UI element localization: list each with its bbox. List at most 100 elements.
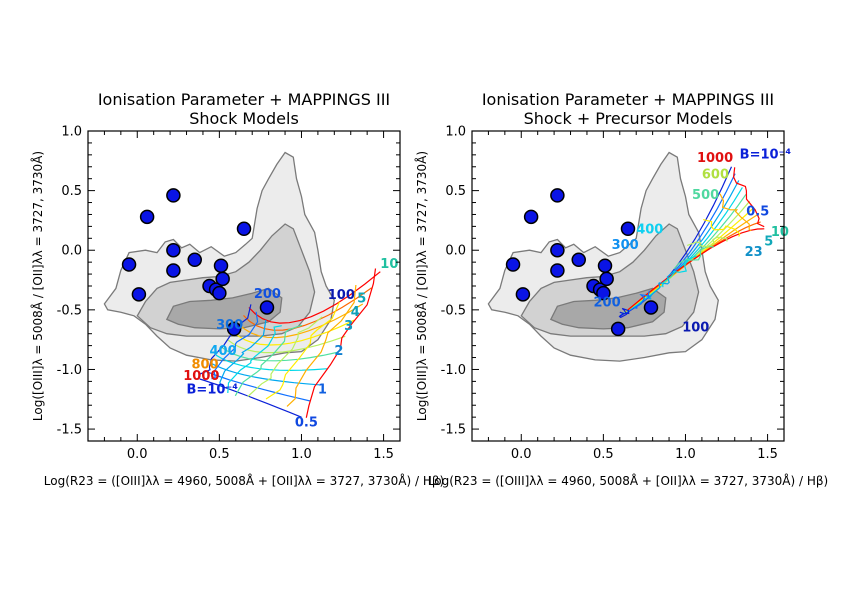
model-label: 2	[334, 344, 343, 359]
y-tick-label: 0.5	[61, 184, 82, 199]
chart-title: Shock Models	[189, 109, 299, 128]
model-track	[232, 319, 355, 346]
data-point	[215, 271, 230, 287]
data-point	[515, 287, 531, 302]
plot-area	[487, 151, 765, 362]
y-tick-label: -1.0	[441, 363, 466, 378]
data-point	[166, 263, 181, 278]
model-label: 300	[216, 318, 243, 333]
model-label: 100	[328, 288, 355, 303]
model-label: 200	[594, 295, 621, 310]
x-axis-label: Log(R23 = ([OIII]λλ = 4960, 5008Å + [OII…	[44, 473, 444, 488]
data-point	[213, 258, 229, 273]
model-label: 1	[318, 382, 327, 397]
data-point	[166, 188, 181, 203]
y-tick-label: 0.0	[445, 244, 466, 259]
data-point	[523, 209, 539, 225]
ticks	[88, 130, 401, 442]
model-grid	[618, 166, 765, 319]
model-isovelocity	[719, 193, 752, 232]
model-isovelocity	[219, 319, 267, 387]
density-contour-inner	[165, 287, 283, 330]
model-track	[237, 303, 364, 339]
model-label: 400	[210, 344, 237, 359]
y-tick-label: -0.5	[57, 303, 82, 318]
model-isovelocity	[265, 301, 341, 400]
y-tick-label: -1.5	[57, 423, 82, 438]
data-point	[131, 287, 147, 302]
model-label: 300	[612, 238, 639, 253]
model-isovelocity	[673, 245, 714, 270]
data-point	[236, 221, 252, 237]
ticks	[472, 130, 785, 442]
model-label: 10	[380, 257, 398, 272]
model-isovelocity	[618, 307, 630, 319]
model-label: 1000	[183, 369, 219, 384]
model-label: 23	[745, 245, 763, 260]
model-track	[248, 271, 381, 324]
y-tick-label: -1.0	[57, 363, 82, 378]
y-tick-label: 0.0	[61, 244, 82, 259]
data-point	[620, 221, 636, 237]
y-axis-label: Log([OIII]λ = 5008Å / [OII]λλ = 3727, 37…	[30, 151, 45, 421]
model-isovelocity	[661, 255, 697, 288]
data-point	[226, 321, 242, 337]
model-label: 5	[764, 234, 773, 249]
x-tick-label: 0.0	[511, 447, 532, 462]
model-label: B=10⁻⁴	[187, 382, 239, 397]
chart-title: Ionisation Parameter + MAPPINGS III	[98, 90, 390, 109]
x-tick-label: 1.0	[291, 447, 312, 462]
model-isovelocity	[234, 324, 303, 397]
data-point	[121, 257, 137, 272]
model-label: 200	[254, 287, 281, 302]
model-isovelocity	[686, 236, 728, 248]
model-track	[210, 362, 320, 386]
model-label: 800	[191, 357, 218, 372]
x-axis-label: Log(R23 = ([OIII]λλ = 4960, 5008Å + [OII…	[428, 473, 828, 488]
y-tick-label: 1.0	[61, 125, 82, 140]
model-isovelocity	[286, 284, 357, 407]
model-track	[199, 378, 302, 418]
data-point	[187, 252, 202, 268]
model-label: 600	[702, 168, 729, 183]
chart-title: Shock + Precursor Models	[524, 109, 733, 128]
plot-area	[103, 151, 381, 418]
data-point	[550, 263, 565, 278]
model-label: 10	[771, 225, 789, 240]
chart-title: Ionisation Parameter + MAPPINGS III	[482, 90, 774, 109]
model-isovelocity	[732, 167, 765, 228]
model-isovelocity	[647, 270, 675, 300]
model-track	[226, 335, 346, 354]
data-points	[121, 188, 275, 337]
data-point	[139, 209, 155, 225]
model-isovelocity	[632, 290, 652, 309]
data-point	[166, 242, 181, 258]
y-tick-label: 0.5	[445, 184, 466, 199]
model-label: B=10⁻⁴	[740, 147, 792, 162]
y-tick-label: -0.5	[441, 303, 466, 318]
model-label: 3	[344, 319, 353, 334]
model-label: 0.5	[746, 205, 769, 220]
model-isovelocity	[227, 325, 282, 394]
model-label: 1000	[697, 151, 733, 166]
data-point	[599, 271, 614, 287]
model-label: 100	[682, 320, 709, 335]
data-point	[259, 300, 275, 315]
x-tick-label: 1.0	[675, 447, 696, 462]
data-point	[597, 258, 613, 273]
model-label: 0.5	[295, 416, 318, 431]
data-point	[550, 242, 565, 258]
data-point	[643, 300, 659, 315]
model-grid	[199, 268, 381, 418]
model-label: 5	[357, 292, 366, 307]
model-track	[215, 354, 328, 372]
model-isovelocity	[305, 268, 377, 418]
model-isovelocity	[703, 219, 741, 237]
y-tick-label: 1.0	[445, 125, 466, 140]
data-point	[505, 257, 521, 272]
density-contour-inner	[549, 287, 667, 330]
data-point	[571, 252, 586, 268]
